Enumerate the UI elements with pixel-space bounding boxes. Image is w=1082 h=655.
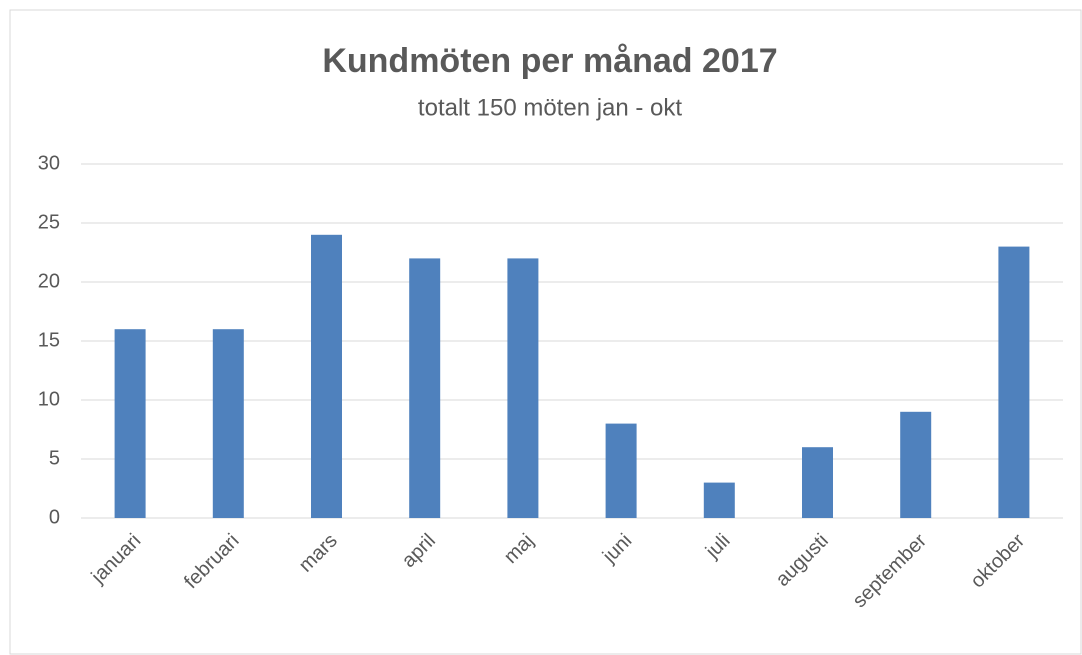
y-tick-label: 20 (38, 270, 60, 292)
bar (998, 246, 1030, 518)
bar (409, 258, 441, 518)
bar (703, 482, 735, 518)
bar (802, 447, 833, 518)
y-tick-label: 30 (38, 152, 60, 174)
chart-border (9, 9, 1082, 655)
bar (311, 234, 342, 519)
y-tick-label: 5 (49, 447, 60, 469)
y-tick-label: 10 (38, 388, 60, 410)
bar (114, 329, 146, 518)
y-tick-label: 15 (38, 329, 60, 351)
bar (507, 258, 539, 518)
y-tick-label: 0 (49, 506, 60, 528)
chart-subtitle: totalt 150 möten jan - okt (418, 94, 682, 121)
y-tick-label: 25 (38, 211, 60, 233)
chart-title: Kundmöten per månad 2017 (322, 42, 777, 80)
bar (900, 411, 932, 518)
bar (605, 423, 637, 518)
bar (212, 329, 244, 518)
